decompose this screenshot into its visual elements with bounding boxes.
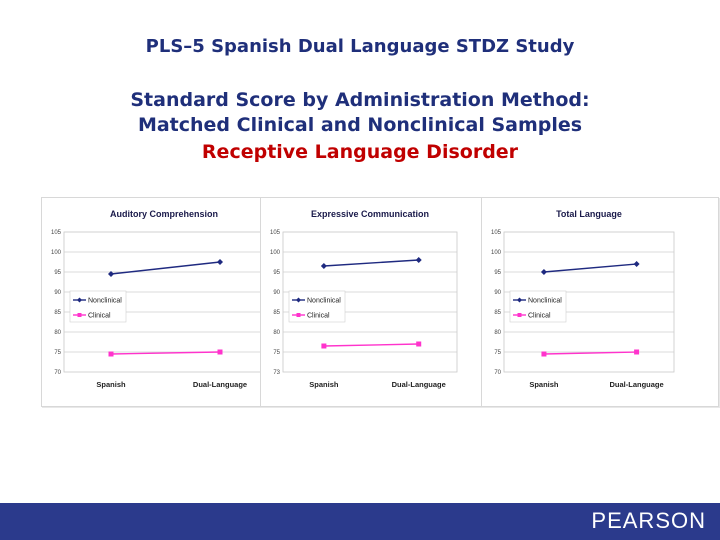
legend-label: Nonclinical (88, 298, 122, 305)
y-tick-label: 75 (273, 350, 280, 356)
slide-title: PLS–5 Spanish Dual Language STDZ Study (145, 36, 575, 57)
chart-title: Auditory Comprehension (110, 209, 218, 219)
data-point-clinical (634, 349, 640, 355)
y-tick-label: 85 (494, 310, 501, 316)
data-point-clinical (321, 343, 327, 349)
y-tick-label: 90 (494, 290, 501, 296)
legend-marker-clinical (77, 313, 82, 317)
y-tick-label: 70 (494, 370, 501, 376)
chart-expressive-communication: Expressive Communication 73 75 80 85 90 95 100 1… (270, 209, 458, 389)
y-tick-label: 90 (273, 290, 280, 296)
y-tick-label: 100 (51, 250, 62, 256)
y-tick-label: 80 (494, 330, 501, 336)
data-point-nonclinical (540, 269, 547, 275)
legend-marker-clinical (517, 313, 522, 317)
series-line-clinical (323, 343, 419, 347)
data-point-clinical (416, 341, 422, 347)
chart-panel-total-language: Total Language 70 75 80 85 90 95 100 105 Spanish D… (481, 197, 719, 407)
subtitle-condition: Receptive Language Disorder (201, 141, 519, 163)
series-line-nonclinical (110, 261, 221, 275)
series-line-nonclinical (323, 259, 419, 267)
y-tick-label: 95 (54, 270, 61, 276)
series-line-clinical (543, 351, 637, 355)
chart-total-language: Total Language 70 75 80 85 90 95 100 105 Spanish D… (491, 209, 675, 389)
subtitle-line-1: Standard Score by Administration Method: (130, 89, 590, 111)
x-tick-label: Spanish (309, 380, 339, 389)
y-tick-label: 85 (273, 310, 280, 316)
chart-panel-expressive-communication: Expressive Communication 73 75 80 85 90 95 100 1… (260, 197, 498, 407)
subtitle-line-2: Matched Clinical and Nonclinical Samples (137, 114, 583, 136)
x-tick-label: Dual-Language (392, 380, 446, 389)
legend-marker-nonclinical (517, 297, 522, 303)
data-point-nonclinical (320, 263, 327, 269)
legend-marker-nonclinical (296, 297, 301, 303)
y-tick-label: 75 (54, 350, 61, 356)
series-line-nonclinical (543, 263, 637, 273)
data-point-clinical (541, 351, 547, 357)
y-tick-label: 105 (51, 230, 62, 236)
data-point-clinical (108, 351, 114, 357)
y-tick-label: 80 (54, 330, 61, 336)
legend-label: Clinical (307, 313, 330, 320)
y-tick-label: 90 (54, 290, 61, 296)
y-tick-label: 75 (494, 350, 501, 356)
pearson-logo: PEARSON (591, 508, 706, 533)
legend-marker-clinical (296, 313, 301, 317)
y-tick-label: 73 (273, 370, 280, 376)
y-tick-label: 100 (270, 250, 281, 256)
slide-subtitle: Standard Score by Administration Method:… (0, 88, 720, 138)
y-tick-label: 70 (54, 370, 61, 376)
series-line-clinical (110, 351, 221, 355)
x-tick-label: Dual-Language (610, 380, 664, 389)
footer-bar: PEARSON (0, 503, 720, 540)
y-tick-label: 105 (491, 230, 502, 236)
legend-label: Clinical (528, 313, 551, 320)
x-tick-label: Dual-Language (193, 380, 247, 389)
x-tick-label: Spanish (529, 380, 559, 389)
chart-title: Total Language (556, 209, 622, 219)
legend-marker-nonclinical (77, 297, 82, 303)
legend-label: Nonclinical (528, 298, 562, 305)
data-point-clinical (217, 349, 223, 355)
data-point-nonclinical (633, 261, 640, 267)
y-tick-label: 100 (491, 250, 502, 256)
y-tick-label: 95 (494, 270, 501, 276)
y-tick-label: 80 (273, 330, 280, 336)
y-tick-label: 105 (270, 230, 281, 236)
legend-label: Clinical (88, 313, 111, 320)
y-tick-label: 85 (54, 310, 61, 316)
chart-auditory-comprehension: Auditory Comprehension 70 75 80 85 90 95 100 105… (51, 209, 265, 389)
chart-panel-auditory-comprehension: Auditory Comprehension 70 75 80 85 90 95 100 105… (41, 197, 279, 407)
data-point-nonclinical (108, 271, 114, 277)
legend-label: Nonclinical (307, 298, 341, 305)
y-tick-label: 95 (273, 270, 280, 276)
data-point-nonclinical (415, 257, 422, 263)
data-point-nonclinical (217, 259, 223, 265)
x-tick-label: Spanish (96, 380, 126, 389)
chart-title: Expressive Communication (311, 209, 429, 219)
